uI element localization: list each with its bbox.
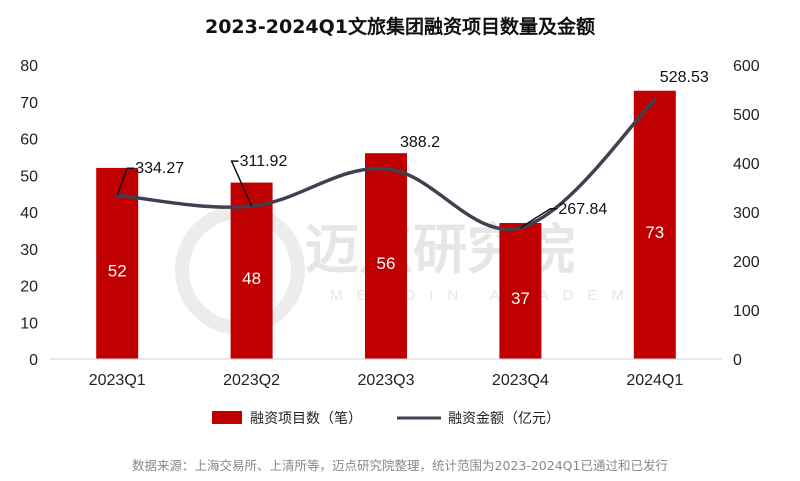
y-right-tick-label: 500	[733, 107, 760, 124]
x-tick-label: 2023Q4	[492, 372, 549, 389]
legend-label-line: 融资金额（亿元）	[448, 411, 560, 427]
y-right-tick-label: 100	[733, 303, 760, 320]
legend: 融资项目数（笔） 融资金额（亿元）	[212, 411, 560, 427]
x-tick-label: 2023Q3	[358, 372, 415, 389]
x-tick-label: 2023Q2	[223, 372, 280, 389]
bar-series: 52 48 56 37 73	[96, 90, 676, 359]
x-tick-label: 2023Q1	[89, 372, 146, 389]
axes: 0 10 20 30 40 50 60 70 80 0 100 200 300 400 500 600 2023…	[20, 58, 760, 389]
y-right-tick-label: 300	[733, 205, 760, 222]
y-right-tick-label: 200	[733, 254, 760, 271]
y-left-tick-label: 10	[20, 315, 38, 332]
source-note: 数据来源：上海交易所、上清所等，迈点研究院整理，统计范围为2023-2024Q1…	[132, 458, 668, 473]
y-left-tick-label: 40	[20, 205, 38, 222]
bar-value-label: 56	[377, 254, 396, 273]
line-value-label: 388.2	[400, 134, 440, 151]
line-value-label: 311.92	[240, 153, 288, 170]
line-series: 334.27 311.92 388.2 267.84 528.53	[115, 69, 709, 231]
chart-title: 2023-2024Q1文旅集团融资项目数量及金额	[205, 15, 595, 38]
bar-value-label: 73	[645, 223, 664, 242]
bar	[365, 153, 407, 359]
bar	[230, 182, 273, 359]
y-left-tick-label: 20	[20, 279, 38, 296]
bar	[633, 90, 676, 359]
y-right-tick-label: 0	[733, 352, 742, 369]
line-value-label: 334.27	[135, 160, 184, 177]
bar	[96, 167, 139, 359]
line-path	[115, 98, 657, 231]
legend-swatch-bar	[212, 411, 242, 424]
line-label-leader	[116, 167, 135, 196]
y-left-tick-label: 50	[20, 168, 38, 185]
x-tick-label: 2024Q1	[626, 372, 683, 389]
line-label-leader	[230, 160, 253, 207]
line-value-label: 267.84	[558, 201, 607, 218]
line-label-leader	[519, 208, 558, 229]
bar-value-label: 48	[242, 269, 261, 288]
y-left-tick-label: 0	[29, 352, 38, 369]
bar-value-label: 37	[511, 289, 530, 308]
legend-label-bar: 融资项目数（笔）	[250, 411, 362, 427]
y-left-tick-label: 80	[20, 58, 38, 75]
y-left-tick-label: 30	[20, 242, 38, 259]
y-left-tick-label: 70	[20, 95, 38, 112]
y-left-tick-label: 60	[20, 132, 38, 149]
line-value-label: 528.53	[660, 69, 709, 86]
bar-value-label: 52	[108, 261, 127, 280]
y-right-tick-label: 400	[733, 156, 760, 173]
bar	[499, 223, 542, 359]
y-right-tick-label: 600	[733, 58, 760, 75]
watermark-subtext: MEADIN ACADEMY	[330, 287, 662, 304]
